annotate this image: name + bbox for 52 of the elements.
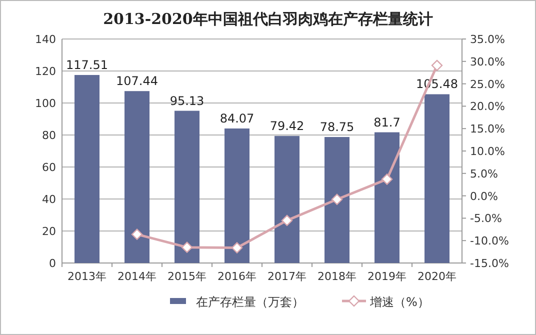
x-tick-label: 2019年: [368, 270, 406, 283]
y-tick-label: 80: [42, 129, 56, 142]
point: [431, 60, 443, 72]
data-label: 95.13: [170, 94, 204, 108]
point: [231, 242, 243, 254]
point: [381, 174, 393, 185]
x-tick-label: 2016年: [218, 270, 256, 283]
y-tick-label: 120: [35, 65, 56, 78]
data-label: 79.42: [270, 118, 304, 133]
data-label: 78.75: [320, 120, 354, 134]
y-tick-label: 140: [35, 33, 56, 46]
x-tick-label: 2015年: [168, 270, 206, 283]
data-label: 84.07: [220, 111, 254, 126]
chart-title: 2013-2020年中国祖代白羽肉鸡在产存栏量统计: [103, 10, 433, 28]
x-tick-label: 2013年: [68, 270, 106, 283]
y-tick-label: 0: [49, 257, 56, 270]
x-tick-label: 2018年: [318, 270, 356, 283]
data-label: 81.7: [374, 115, 400, 130]
y-tick-label: 60: [42, 161, 56, 174]
point: [181, 242, 193, 253]
bar: [174, 110, 200, 263]
x-tick-label: 2014年: [118, 270, 156, 283]
legend-label: 在产存栏量（万套）: [196, 295, 304, 309]
y2-tick-label: -10.0%: [470, 234, 509, 248]
point: [331, 194, 343, 205]
x-tick-label: 2020年: [418, 270, 456, 283]
data-label: 117.51: [66, 58, 108, 72]
bar: [274, 136, 300, 263]
y2-tick-label: 10.0%: [470, 145, 505, 158]
y2-tick-label: 15.0%: [470, 122, 505, 136]
y2-tick-label: 0.0%: [470, 190, 498, 203]
bar: [424, 94, 450, 263]
y-tick-label: 100: [35, 97, 56, 110]
y2-tick-label: -15.0%: [470, 257, 509, 270]
y2-tick-label: 35.0%: [470, 33, 505, 46]
y-tick-label: 40: [42, 193, 56, 206]
point: [281, 214, 293, 226]
data-label: 107.44: [116, 74, 158, 88]
bar: [324, 137, 350, 263]
bar: [224, 128, 250, 263]
bar: [124, 91, 150, 263]
y2-tick-label: 25.0%: [470, 78, 505, 91]
bar: [374, 132, 400, 263]
legend-label: 增速（%）: [369, 295, 430, 309]
x-tick-label: 2017年: [268, 270, 306, 283]
point: [131, 228, 143, 240]
y2-tick-label: 5.0%: [470, 167, 498, 180]
y2-tick-label: 20.0%: [470, 100, 505, 114]
y2-tick-label: 30.0%: [470, 55, 505, 68]
y-tick-label: 20: [42, 225, 56, 238]
y2-tick-label: -5.0%: [470, 212, 502, 226]
bar: [74, 74, 100, 263]
